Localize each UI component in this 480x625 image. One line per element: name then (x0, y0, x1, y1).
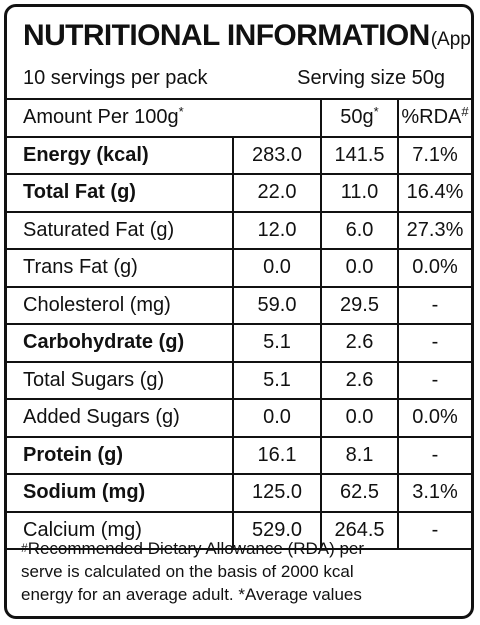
title-approx: (Approx) (430, 29, 471, 50)
value-per-50g: 2.6 (320, 360, 399, 400)
value-per-50g: 0.0 (320, 398, 399, 438)
table-row: Added Sugars (g) 0.0 0.0 0.0% (7, 398, 471, 438)
value-rda: 27.3% (397, 210, 471, 250)
value-rda: - (397, 435, 471, 475)
table-header-row: Amount Per 100g* 50g* %RDA# (7, 98, 471, 138)
table-row: Cholesterol (mg) 59.0 29.5- (7, 285, 471, 325)
value-per-100g: 529.0 (232, 510, 322, 550)
label-title: NUTRITIONAL INFORMATION(Approx) (23, 19, 471, 53)
value-per-100g: 5.1 (232, 360, 322, 400)
value-per-50g: 0.0 (320, 248, 399, 288)
value-per-50g: 8.1 (320, 435, 399, 475)
value-rda: - (397, 323, 471, 363)
table-row: Total Fat (g) 22.0 11.0 16.4% (7, 173, 471, 213)
table-row: Total Sugars (g) 5.1 2.6- (7, 360, 471, 400)
footnote-mark: # (21, 541, 28, 555)
serving-size: Serving size 50g (297, 67, 445, 89)
value-rda: 7.1% (397, 135, 471, 175)
nutrient-name: Trans Fat (g) (7, 248, 234, 288)
table-row: Energy (kcal) 283.0 141.5 7.1% (7, 135, 471, 175)
nutrient-name: Sodium (mg) (7, 473, 234, 513)
footnote-line-2: serve is calculated on the basis of 2000… (21, 562, 354, 581)
value-per-100g: 125.0 (232, 473, 322, 513)
value-per-100g: 16.1 (232, 435, 322, 475)
header-amount: Amount Per 100g* (7, 98, 322, 138)
value-per-50g: 141.5 (320, 135, 399, 175)
table-row: Carbohydrate (g) 5.1 2.6- (7, 323, 471, 363)
value-rda: - (397, 510, 471, 550)
value-per-100g: 0.0 (232, 398, 322, 438)
value-per-100g: 0.0 (232, 248, 322, 288)
table-row: Protein (g) 16.1 8.1- (7, 435, 471, 475)
nutrient-name: Carbohydrate (g) (7, 323, 234, 363)
value-rda: - (397, 360, 471, 400)
nutrient-name: Cholesterol (mg) (7, 285, 234, 325)
nutrient-name: Saturated Fat (g) (7, 210, 234, 250)
value-rda: 0.0% (397, 398, 471, 438)
nutrient-name: Total Sugars (g) (7, 360, 234, 400)
value-per-50g: 2.6 (320, 323, 399, 363)
value-rda: 3.1% (397, 473, 471, 513)
value-rda: 16.4% (397, 173, 471, 213)
table-row: Sodium (mg) 125.0 62.5 3.1% (7, 473, 471, 513)
value-per-100g: 283.0 (232, 135, 322, 175)
title-main: NUTRITIONAL INFORMATION (23, 19, 430, 52)
value-per-50g: 6.0 (320, 210, 399, 250)
value-per-50g: 264.5 (320, 510, 399, 550)
nutrition-label: NUTRITIONAL INFORMATION(Approx) 10 servi… (4, 4, 474, 619)
value-rda: - (397, 285, 471, 325)
header-serving: 50g* (320, 98, 399, 138)
value-per-100g: 12.0 (232, 210, 322, 250)
nutrition-table: Amount Per 100g* 50g* %RDA# Energy (kcal… (7, 98, 471, 550)
table-row: Saturated Fat (g) 12.0 6.0 27.3% (7, 210, 471, 250)
value-per-50g: 29.5 (320, 285, 399, 325)
servings-per-pack: 10 servings per pack (23, 67, 208, 89)
table-row: Trans Fat (g) 0.0 0.0 0.0% (7, 248, 471, 288)
table-row: Calcium (mg) 529.0 264.5- (7, 510, 471, 550)
value-rda: 0.0% (397, 248, 471, 288)
header-rda: %RDA# (397, 98, 471, 138)
value-per-100g: 59.0 (232, 285, 322, 325)
nutrient-name: Total Fat (g) (7, 173, 234, 213)
nutrient-name: Energy (kcal) (7, 135, 234, 175)
value-per-100g: 22.0 (232, 173, 322, 213)
footnote-line-3: energy for an average adult. *Average va… (21, 585, 362, 604)
nutrient-name: Calcium (mg) (7, 510, 234, 550)
nutrient-name: Protein (g) (7, 435, 234, 475)
footnote: #Recommended Dietary Allowance (RDA) per… (21, 537, 461, 606)
nutrient-name: Added Sugars (g) (7, 398, 234, 438)
value-per-50g: 11.0 (320, 173, 399, 213)
footnote-line-1: Recommended Dietary Allowance (RDA) per (27, 539, 365, 558)
value-per-50g: 62.5 (320, 473, 399, 513)
value-per-100g: 5.1 (232, 323, 322, 363)
